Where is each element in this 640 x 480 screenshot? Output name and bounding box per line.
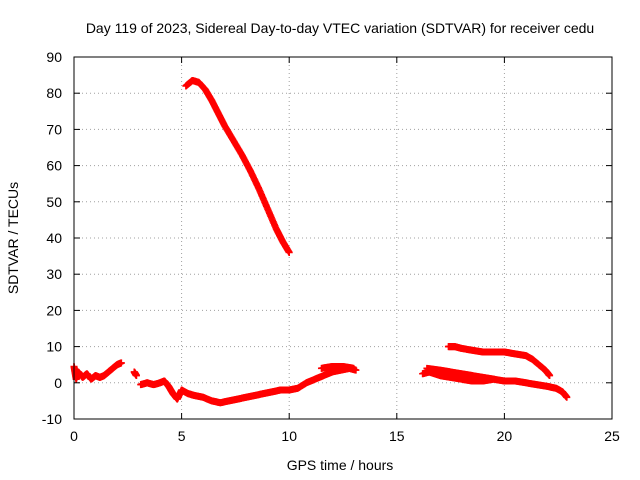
- data-point: [117, 359, 125, 367]
- y-tick-label: 40: [46, 230, 62, 246]
- axis-ticks: 0 5 10 15 20 25 -10 0 10 20 30 40 50 60 70 80 90: [42, 49, 620, 444]
- series-high-arc: [182, 77, 293, 256]
- data-point: [285, 248, 293, 256]
- y-tick-label: 30: [46, 266, 62, 282]
- y-tick-label: -10: [42, 411, 62, 427]
- y-tick-label: 20: [46, 302, 62, 318]
- x-tick-label: 0: [70, 428, 78, 444]
- series-segment-A: [70, 359, 125, 383]
- data-point: [490, 375, 498, 383]
- x-axis-label: GPS time / hours: [287, 457, 394, 473]
- data-point: [546, 372, 554, 380]
- x-tick-label: 15: [389, 428, 405, 444]
- series-segment-B: [130, 368, 140, 380]
- series-segment-E: [444, 343, 554, 380]
- y-tick-label: 60: [46, 158, 62, 174]
- data-point: [350, 364, 358, 372]
- y-tick-label: 50: [46, 194, 62, 210]
- x-tick-label: 20: [497, 428, 513, 444]
- series-segment-G: [423, 364, 498, 383]
- y-tick-label: 80: [46, 85, 62, 101]
- y-tick-label: 70: [46, 121, 62, 137]
- data-point: [563, 393, 571, 401]
- x-tick-label: 5: [178, 428, 186, 444]
- series-segment-D: [317, 363, 358, 372]
- x-tick-label: 10: [281, 428, 297, 444]
- y-tick-label: 0: [54, 375, 62, 391]
- x-tick-label: 25: [604, 428, 620, 444]
- chart-title: Day 119 of 2023, Sidereal Day-to-day VTE…: [86, 20, 594, 36]
- y-tick-label: 10: [46, 339, 62, 355]
- data-points: [70, 77, 571, 407]
- data-point: [132, 372, 140, 380]
- y-tick-label: 90: [46, 49, 62, 65]
- y-axis-label: SDTVAR / TECUs: [5, 182, 21, 294]
